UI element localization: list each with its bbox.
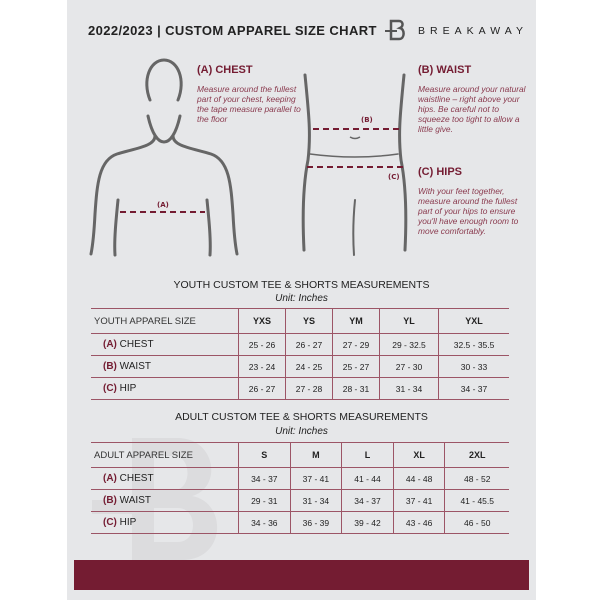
table-cell: 30 - 33 [438,355,509,378]
page-title: 2022/2023 | CUSTOM APPAREL SIZE CHART [88,23,377,38]
measurement-label: (C) HIP [91,377,239,400]
table-cell: 46 - 50 [444,511,509,534]
size-column-header: YL [378,308,439,334]
waist-heading: (B) WAIST [418,64,472,76]
table-row: (A) CHEST 25 - 26 26 - 27 27 - 29 29 - 32.5 3… [91,333,509,356]
table-cell: 27 - 28 [284,377,333,400]
table-cell: 36 - 39 [289,511,342,534]
table-cell: 29 - 31 [238,489,291,512]
measurement-letter: (A) [103,339,117,350]
measurement-name: CHEST [119,339,154,350]
table-cell: 34 - 37 [341,489,394,512]
adult-table-title: ADULT CUSTOM TEE & SHORTS MEASUREMENTS [175,411,428,423]
body-measurement-illustration: (A) (B) (C) [89,58,408,257]
table-cell: 27 - 30 [378,355,439,378]
table-cell: 48 - 52 [444,467,509,490]
table-cell: 41 - 44 [341,467,394,490]
table-cell: 28 - 31 [331,377,380,400]
measurement-label: (A) CHEST [91,333,239,356]
size-column-header: L [341,442,394,468]
measurement-name: HIP [119,383,137,394]
table-row: (C) HIP 26 - 27 27 - 28 28 - 31 31 - 34 34 - … [91,377,509,400]
table-row: (A) CHEST 34 - 37 37 - 41 41 - 44 44 - 48 48 … [91,467,509,490]
chest-heading: (A) CHEST [197,64,253,76]
table-cell: 27 - 29 [331,333,380,356]
adult-size-table: ADULT APPAREL SIZE S M L XL 2XL (A) CHEST 34 - … [91,442,509,534]
hips-heading: (C) HIPS [418,166,462,178]
measurement-name: CHEST [119,473,154,484]
waist-marker: (B) [361,116,373,124]
size-header-label: ADULT APPAREL SIZE [91,442,239,468]
table-cell: 32.5 - 35.5 [438,333,509,356]
size-column-header: 2XL [444,442,509,468]
table-header-row: ADULT APPAREL SIZE S M L XL 2XL [91,442,509,468]
measurement-name: HIP [119,517,137,528]
chest-marker: (A) [157,201,169,209]
measurement-label: (A) CHEST [91,467,239,490]
table-cell: 26 - 27 [284,333,333,356]
table-cell: 39 - 42 [341,511,394,534]
table-header-row: YOUTH APPAREL SIZE YXS YS YM YL YXL [91,308,509,334]
table-cell: 23 - 24 [238,355,286,378]
size-column-header: S [238,442,291,468]
measurement-letter: (C) [103,383,117,394]
table-cell: 37 - 41 [289,467,342,490]
footer-band [74,560,529,590]
table-cell: 43 - 46 [392,511,445,534]
table-cell: 34 - 37 [438,377,509,400]
size-column-header: M [289,442,342,468]
table-row: (C) HIP 34 - 36 36 - 39 39 - 42 43 - 46 46 - … [91,511,509,534]
size-column-header: YS [284,308,333,334]
measurement-name: WAIST [119,495,151,506]
table-cell: 26 - 27 [238,377,286,400]
adult-unit: Unit: Inches [275,426,328,437]
table-cell: 41 - 45.5 [444,489,509,512]
breakaway-logo-icon [385,19,405,41]
measurement-letter: (C) [103,517,117,528]
size-header-label: YOUTH APPAREL SIZE [91,308,239,334]
size-column-header: YM [331,308,380,334]
table-row: (B) WAIST 29 - 31 31 - 34 34 - 37 37 - 41 41 … [91,489,509,512]
measurement-label: (B) WAIST [91,489,239,512]
hips-marker: (C) [388,173,400,181]
table-cell: 31 - 34 [378,377,439,400]
table-cell: 24 - 25 [284,355,333,378]
youth-table-title: YOUTH CUSTOM TEE & SHORTS MEASUREMENTS [173,279,430,291]
brand-name: BREAKAWAY [418,25,528,37]
table-cell: 34 - 36 [238,511,291,534]
table-row: (B) WAIST 23 - 24 24 - 25 25 - 27 27 - 30 30 … [91,355,509,378]
measurement-label: (C) HIP [91,511,239,534]
measurement-letter: (B) [103,495,117,506]
measurement-label: (B) WAIST [91,355,239,378]
size-column-header: YXL [438,308,509,334]
size-column-header: XL [392,442,445,468]
size-column-header: YXS [238,308,286,334]
measurement-name: WAIST [119,361,151,372]
youth-size-table: YOUTH APPAREL SIZE YXS YS YM YL YXL (A) CHEST 2… [91,308,509,400]
youth-unit: Unit: Inches [275,293,328,304]
table-cell: 25 - 26 [238,333,286,356]
table-cell: 34 - 37 [238,467,291,490]
waist-description: Measure around your natural waistline – … [418,84,526,134]
table-cell: 29 - 32.5 [378,333,439,356]
hips-description: With your feet together, measure around … [418,186,519,236]
table-cell: 44 - 48 [392,467,445,490]
table-cell: 25 - 27 [331,355,380,378]
chest-description: Measure around the fullest part of your … [197,84,301,124]
measurement-letter: (B) [103,361,117,372]
table-cell: 37 - 41 [392,489,445,512]
measurement-letter: (A) [103,473,117,484]
table-cell: 31 - 34 [289,489,342,512]
